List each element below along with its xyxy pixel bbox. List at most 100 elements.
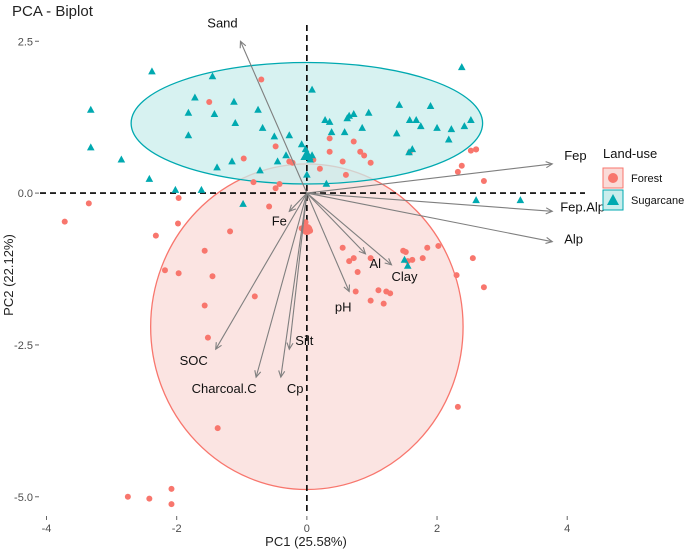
point-sugarcane	[358, 123, 366, 131]
loading-label-soc: SOC	[180, 353, 208, 368]
point-forest	[206, 98, 213, 105]
ellipse-sugarcane	[130, 61, 484, 185]
point-sugarcane	[325, 117, 334, 125]
point-forest	[342, 171, 349, 178]
point-forest	[240, 155, 247, 162]
point-forest	[227, 228, 234, 235]
point-sugarcane	[148, 67, 156, 75]
point-forest	[480, 177, 487, 184]
point-sugarcane	[349, 109, 358, 117]
point-sugarcane	[210, 109, 219, 117]
point-forest	[168, 501, 175, 508]
point-sugarcane	[230, 97, 238, 105]
point-sugarcane	[408, 145, 417, 153]
loading-arrowhead-charcoal-c	[254, 370, 262, 379]
point-sugarcane	[282, 151, 290, 159]
point-sugarcane	[467, 116, 475, 124]
loading-arrow-sand	[239, 41, 308, 194]
point-forest	[350, 255, 357, 262]
point-sugarcane	[460, 122, 469, 130]
point-forest	[380, 300, 387, 307]
y-tick-label: -5.0	[14, 492, 33, 504]
point-forest	[402, 249, 409, 256]
point-forest	[339, 158, 346, 165]
point-forest	[266, 203, 273, 210]
point-sugarcane	[297, 140, 306, 148]
point-sugarcane	[117, 155, 126, 163]
loading-label-charcoal-c: Charcoal.C	[192, 381, 257, 396]
loading-arrowhead-sand	[239, 40, 247, 49]
point-sugarcane	[228, 157, 236, 165]
point-sugarcane	[145, 174, 154, 182]
x-axis-title: PC1 (25.58%)	[265, 534, 347, 549]
x-tick-label: -4	[42, 523, 52, 535]
point-sugarcane	[86, 105, 95, 113]
point-sugarcane	[395, 100, 404, 108]
centroid-sugarcane	[300, 148, 314, 160]
point-forest	[367, 297, 374, 304]
point-sugarcane	[403, 261, 412, 269]
loading-arrow-fep-alp	[306, 192, 553, 212]
loading-label-cp: Cp	[287, 381, 304, 396]
point-forest	[161, 267, 168, 274]
loading-arrow-fep	[306, 163, 553, 194]
loading-label-sand: Sand	[207, 15, 237, 30]
point-forest	[272, 185, 279, 192]
y-axis-title: PC2 (22.12%)	[1, 234, 16, 316]
point-forest	[209, 273, 216, 280]
point-forest	[458, 162, 465, 169]
legend-label-forest: Forest	[631, 173, 662, 185]
point-forest	[480, 284, 487, 291]
loading-arrowhead-ph	[343, 284, 351, 293]
loading-arrowhead-fep-alp	[545, 207, 554, 215]
loading-label-fep-alp: Fep.Alp	[560, 199, 605, 214]
point-sugarcane	[308, 85, 316, 93]
point-forest	[350, 138, 357, 145]
loading-label-fep: Fep	[564, 148, 586, 163]
point-forest	[361, 152, 368, 159]
point-sugarcane	[208, 72, 217, 80]
point-sugarcane	[433, 123, 441, 131]
point-forest	[419, 255, 426, 262]
point-sugarcane	[191, 93, 199, 101]
point-forest	[250, 179, 257, 186]
point-forest	[424, 244, 431, 251]
loading-arrowhead-cp	[278, 370, 286, 379]
point-forest	[146, 495, 153, 502]
point-forest	[454, 168, 461, 175]
loading-arrow-clay	[306, 192, 392, 266]
point-forest	[61, 218, 68, 225]
loading-label-al: Al	[369, 256, 381, 271]
point-forest	[367, 255, 374, 262]
loading-label-clay: Clay	[391, 269, 418, 284]
point-sugarcane	[256, 166, 264, 174]
point-sugarcane	[416, 122, 425, 130]
point-forest	[175, 194, 182, 201]
point-forest	[469, 255, 476, 262]
point-forest	[367, 159, 374, 166]
loading-label-alp: Alp	[564, 232, 583, 247]
point-forest	[352, 288, 359, 295]
y-tick-label: 2.5	[18, 36, 33, 48]
point-sugarcane	[231, 119, 240, 127]
point-sugarcane	[197, 185, 206, 193]
point-sugarcane	[285, 131, 294, 139]
loading-label-ph: pH	[335, 299, 352, 314]
loading-label-silt: Silt	[295, 333, 313, 348]
point-forest	[387, 290, 394, 297]
point-forest	[357, 148, 364, 155]
loading-arrow-fe	[288, 192, 308, 212]
point-sugarcane	[426, 102, 435, 110]
loading-arrowhead-fe	[288, 204, 297, 213]
x-tick-label: -2	[172, 523, 182, 535]
loading-arrowhead-silt	[286, 342, 294, 351]
point-forest	[272, 143, 279, 150]
loading-arrowhead-soc	[215, 342, 222, 351]
point-sugarcane	[392, 129, 401, 137]
point-sugarcane	[340, 128, 349, 136]
legend-sugarcane-marker	[607, 194, 619, 205]
x-tick-label: 0	[304, 523, 310, 535]
point-sugarcane	[447, 125, 456, 133]
point-sugarcane	[412, 116, 421, 124]
point-forest	[326, 135, 333, 142]
